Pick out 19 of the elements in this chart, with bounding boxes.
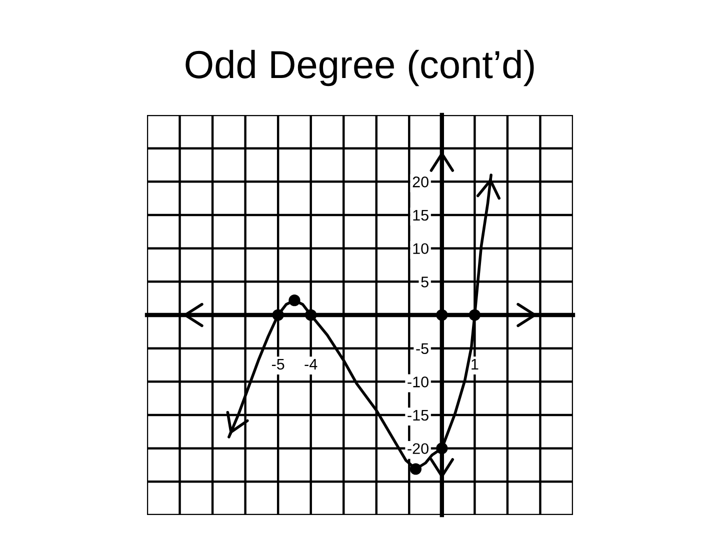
y-tick-label: -5: [416, 343, 428, 354]
point: [305, 309, 317, 321]
point: [410, 463, 422, 475]
y-tick-label: 10: [413, 243, 428, 254]
point: [272, 309, 284, 321]
y-tick-label: 15: [413, 210, 428, 221]
x-tick-label: -5: [272, 358, 284, 370]
y-tick-label: -20: [408, 443, 428, 454]
point: [436, 442, 448, 454]
x-tick-label: 1: [472, 358, 478, 370]
y-tick-label: -15: [408, 410, 428, 421]
y-tick-label: -10: [408, 376, 428, 388]
y-tick-label: 20: [412, 176, 428, 188]
point: [288, 294, 300, 306]
point: [468, 309, 480, 321]
chart-title: Odd Degree (cont’d): [186, 50, 534, 86]
x-tick-label: -4: [304, 358, 318, 370]
y-tick-label: 5: [421, 276, 428, 288]
point: [436, 309, 448, 321]
